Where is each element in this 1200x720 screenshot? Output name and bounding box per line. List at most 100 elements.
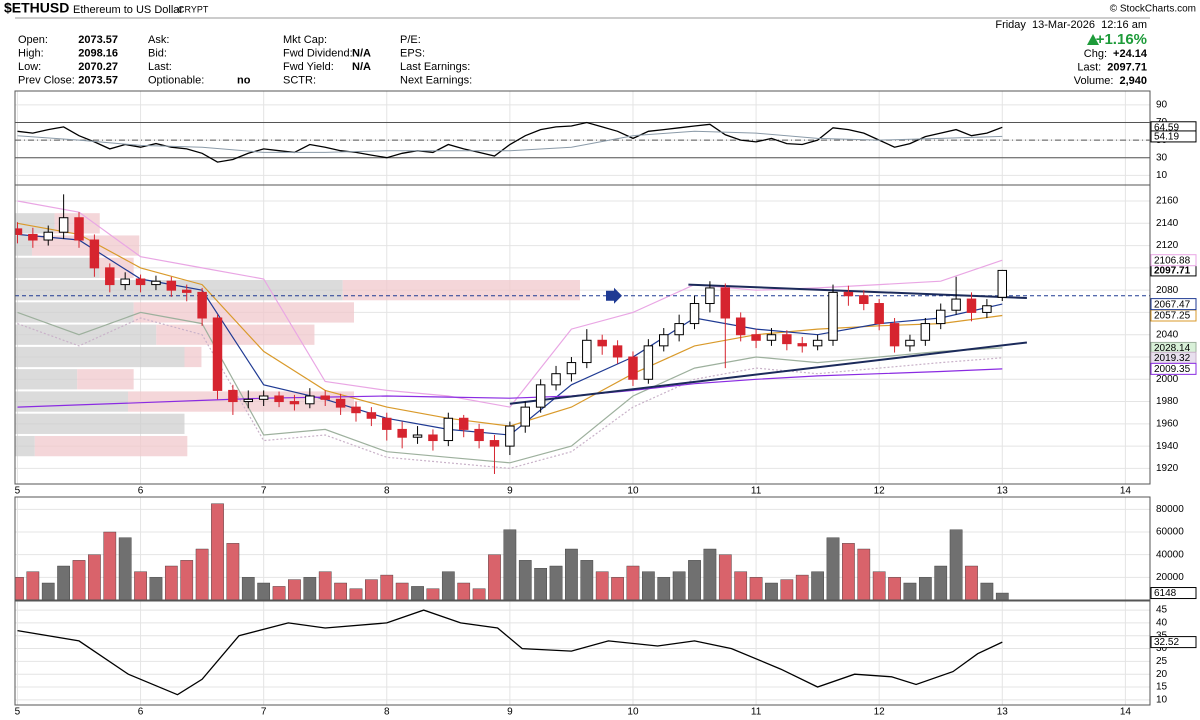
x-tick-label: 8 xyxy=(384,486,390,497)
volume-bar xyxy=(288,579,301,600)
y-tick-label: 15 xyxy=(1156,682,1168,693)
field-label: P/E: xyxy=(400,34,421,46)
volume-by-price-up xyxy=(128,391,354,412)
x-tick-label: 14 xyxy=(1120,486,1132,497)
value-tag xyxy=(1150,362,1197,375)
volume-bar xyxy=(303,577,317,600)
y-tick-label: 1920 xyxy=(1156,463,1179,474)
volume-bar xyxy=(118,537,132,600)
value-tag xyxy=(1150,254,1197,267)
volume-by-price-down xyxy=(15,346,185,368)
candle-body xyxy=(566,362,577,375)
x-tick-label: 5 xyxy=(15,486,21,497)
candle-body xyxy=(643,345,654,380)
y-tick-label: 30 xyxy=(1156,643,1168,654)
volume-bar xyxy=(426,588,440,600)
volume-bar xyxy=(595,571,609,600)
field-value: 2070.27 xyxy=(78,61,118,73)
summary-field: Chg: +24.14 xyxy=(1084,48,1148,60)
candle-body xyxy=(351,406,361,414)
field-label: Mkt Cap: xyxy=(283,34,327,46)
field-label: Last: xyxy=(148,61,172,73)
change-pct: +1.16% xyxy=(1096,31,1147,48)
overlay-line xyxy=(17,311,1003,464)
x-tick-label: 14 xyxy=(1120,707,1132,718)
exchange: CRYPT xyxy=(178,4,209,14)
field-value: 2073.57 xyxy=(78,74,118,86)
volume-bar xyxy=(888,577,901,600)
candle-body xyxy=(151,280,161,286)
y-tick-label: 2140 xyxy=(1156,218,1179,229)
volume-bar xyxy=(642,571,655,600)
volume-bar xyxy=(72,560,86,600)
candle-body xyxy=(120,278,130,286)
summary-field: Volume: 2,940 xyxy=(1074,75,1147,87)
volume-by-price-up xyxy=(184,346,202,368)
candle-body xyxy=(612,345,623,358)
volume-bar xyxy=(811,571,824,600)
trend-line xyxy=(509,341,1028,405)
volume-bar xyxy=(626,565,640,600)
volume-by-price-up xyxy=(31,235,140,256)
value-tag-label: 2028.14 xyxy=(1154,343,1191,354)
value-tag-label: 64.59 xyxy=(1154,122,1179,133)
panel-frame xyxy=(14,600,1151,706)
y-tick-label: 40000 xyxy=(1156,549,1184,560)
candle-body xyxy=(689,303,700,325)
x-tick-label: 6 xyxy=(138,707,144,718)
y-tick-label: 2000 xyxy=(1156,374,1179,385)
volume-bar xyxy=(934,565,948,600)
up-arrow xyxy=(1087,34,1099,45)
volume-by-price-up xyxy=(133,302,354,323)
candle-body xyxy=(551,373,561,386)
candle-body xyxy=(212,317,223,391)
volume-bar xyxy=(534,568,548,600)
volume-by-price-up xyxy=(77,369,134,390)
volume-bar xyxy=(611,577,624,600)
x-tick-label: 8 xyxy=(384,707,390,718)
field-label: Open: xyxy=(18,34,48,46)
volume-bar xyxy=(872,571,886,600)
candle-body xyxy=(843,291,854,297)
y-tick-label: 45 xyxy=(1156,605,1168,616)
value-tag-label: 32.52 xyxy=(1154,637,1179,648)
candle-body xyxy=(243,398,254,403)
candle-body xyxy=(258,395,269,400)
value-tag-label: 6148 xyxy=(1154,588,1177,599)
x-tick-label: 7 xyxy=(261,486,267,497)
summary-field: Last: 2097.71 xyxy=(1077,61,1147,73)
y-tick-label: 2040 xyxy=(1156,329,1179,340)
volume-bar xyxy=(549,565,563,600)
y-tick-label: 40 xyxy=(1156,618,1168,629)
x-tick-label: 6 xyxy=(138,486,144,497)
value-tag xyxy=(1150,298,1197,311)
candle-body xyxy=(720,287,731,319)
plot-area xyxy=(15,601,1150,705)
value-tag xyxy=(1150,587,1197,600)
candle-body xyxy=(766,334,777,341)
x-tick-label: 12 xyxy=(874,707,886,718)
volume-bar xyxy=(241,577,255,600)
volume-bar xyxy=(365,579,378,600)
candle-body xyxy=(474,428,484,442)
instrument-name: Ethereum to US Dollar xyxy=(73,4,183,16)
volume-bar xyxy=(226,543,240,600)
symbol: $ETHUSD xyxy=(4,0,69,16)
volume-bar xyxy=(857,548,871,600)
volume-bar xyxy=(749,577,763,600)
candle-body xyxy=(58,217,69,233)
plot-area xyxy=(15,91,1150,185)
indicator-line xyxy=(17,121,1003,163)
candle-body xyxy=(74,217,84,241)
volume-bar xyxy=(180,560,194,600)
candle-body xyxy=(382,417,392,430)
x-tick-label: 7 xyxy=(261,707,267,718)
volume-bar xyxy=(918,577,932,600)
volume-by-price-up xyxy=(156,324,315,345)
volume-bar xyxy=(472,588,486,600)
field-value: N/A xyxy=(352,61,371,73)
volume-bar xyxy=(672,571,686,600)
candle-body xyxy=(412,434,423,438)
volume-bar xyxy=(903,582,917,600)
summary-label: Last: xyxy=(1077,61,1101,73)
